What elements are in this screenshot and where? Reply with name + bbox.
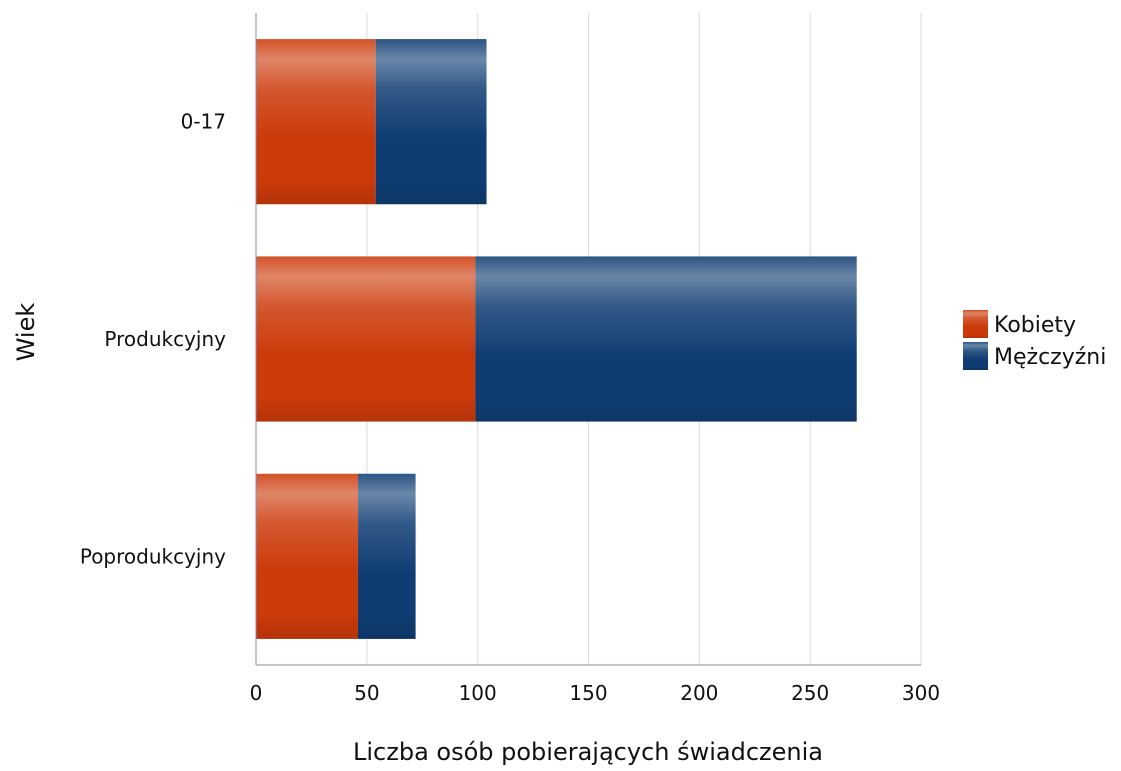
bar-m-czy-ni-1[interactable] [475,256,857,422]
y-category-labels: 0-17 Produkcyjny Poprodukcyjny [80,110,226,569]
bars [256,39,857,639]
bar-kobiety-2[interactable] [256,473,358,639]
x-tick-label: 50 [354,681,379,705]
x-tick-label: 150 [569,681,607,705]
axes [255,13,921,666]
x-tick-label: 300 [902,681,940,705]
x-tick-label: 100 [459,681,497,705]
bar-m-czy-ni-2[interactable] [357,473,416,639]
legend-swatch [963,310,988,338]
x-axis-title: Liczba osób pobierających świadczenia [353,738,823,766]
bar-kobiety-0[interactable] [256,39,376,205]
x-tick-labels: 0 50 100 150 200 250 300 [250,681,940,705]
y-category-label: 0-17 [181,110,226,134]
x-tick-label: 250 [791,681,829,705]
legend-label: Kobiety [994,313,1076,338]
legend-swatch [963,342,988,370]
legend: Kobiety Mężczyźni [963,310,1106,370]
y-axis-title: Wiek [12,303,40,362]
bar-kobiety-1[interactable] [256,256,476,422]
y-category-label: Produkcyjny [104,327,226,351]
legend-label: Mężczyźni [994,345,1106,370]
x-tick-label: 200 [680,681,718,705]
x-tick-label: 0 [250,681,263,705]
bar-m-czy-ni-0[interactable] [375,39,487,205]
y-category-label: Poprodukcyjny [80,544,226,568]
